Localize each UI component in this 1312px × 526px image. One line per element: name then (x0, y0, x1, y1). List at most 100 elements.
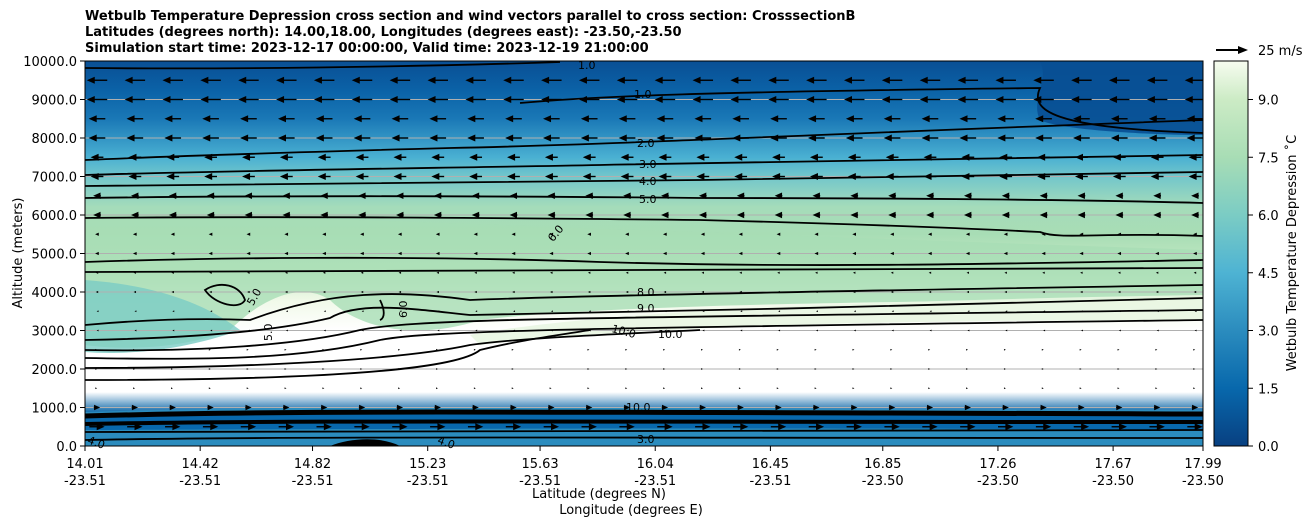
wind-vector-head (661, 404, 669, 411)
wind-vector-head (95, 251, 99, 256)
wind-vector-head (664, 329, 667, 332)
wind-vector-head (389, 76, 398, 84)
wind-vector-head (1150, 153, 1159, 161)
wind-vector-head (578, 96, 587, 103)
wind-vector-head (999, 153, 1008, 161)
contour-label: 1.0 (578, 59, 596, 72)
wind-vector-head (398, 290, 402, 294)
wind-vector-head (96, 423, 105, 431)
wind-vector-head (929, 310, 932, 313)
wind-vector-head (322, 271, 326, 274)
wind-vector-head (885, 153, 894, 161)
wind-vector-head (587, 348, 590, 351)
y-tick-label: 1000.0 (32, 402, 78, 417)
wind-vector-head (587, 387, 590, 390)
x-tick-label-lat: 14.01 (66, 457, 103, 472)
contour-label: 10.0 (626, 401, 651, 414)
x-tick-label-lat: 16.04 (637, 457, 674, 472)
wind-vector-head (358, 192, 366, 199)
wind-vector-head (1073, 115, 1082, 123)
wind-vector-head (814, 368, 817, 370)
wind-vector-head (654, 96, 663, 103)
contour-label: 4.0 (639, 175, 657, 188)
wind-vector-head (1041, 348, 1044, 351)
wind-vector-head (208, 368, 211, 370)
contour-label: 6.0 (397, 301, 410, 319)
x-tick-label-lon: -23.51 (292, 474, 334, 489)
wind-vector-head (928, 348, 931, 351)
wind-vector-head (1191, 211, 1199, 219)
wind-vector-head (616, 96, 625, 103)
wind-vector-head (1184, 76, 1193, 84)
wind-vector-head (656, 134, 665, 142)
wind-vector-head (315, 134, 324, 142)
wind-vector-head (285, 290, 288, 294)
wind-vector-head (815, 290, 818, 294)
wind-vector-head (928, 232, 932, 236)
wind-vector-head (890, 232, 894, 236)
wind-vector-head (551, 423, 560, 431)
x-tick-label-lon: -23.51 (634, 474, 676, 489)
wind-vector-head (625, 387, 628, 390)
wind-vector-head (1156, 423, 1165, 431)
wind-vector-head (437, 310, 440, 313)
wind-vector-head (166, 173, 175, 180)
wind-vector-head (475, 423, 484, 431)
wind-vector-head (926, 211, 934, 219)
y-tick-label: 5000.0 (32, 248, 78, 263)
wind-vector-head (1003, 232, 1008, 236)
wind-vector-head (246, 348, 249, 351)
wind-vector-head (550, 271, 553, 274)
wind-vector-head (890, 290, 894, 294)
wind-vector-head (208, 251, 213, 256)
wind-vector-head (133, 387, 136, 390)
wind-vector-head (1155, 290, 1159, 294)
wind-vector-head (279, 173, 288, 180)
wind-vector-head (1194, 329, 1197, 332)
wind-vector-head (965, 251, 970, 256)
wind-vector-head (133, 290, 137, 294)
wind-vector-head (845, 134, 854, 142)
wind-vector-head (170, 348, 173, 351)
wind-vector-head (701, 271, 704, 274)
wind-vector-head (957, 96, 966, 103)
wind-vector-head (134, 310, 137, 313)
wind-vector-head (883, 134, 892, 142)
wind-vector-head (246, 232, 251, 236)
wind-vector-head (588, 329, 591, 332)
wind-vector-head (541, 76, 550, 84)
wind-vector-head (131, 404, 139, 411)
wind-vector-head (1004, 290, 1007, 294)
wind-vector-head (1193, 348, 1196, 351)
wind-vector-head (778, 423, 787, 431)
wind-vector-head (1079, 348, 1082, 351)
wind-vector-head (172, 423, 181, 431)
wind-vector-head (778, 329, 781, 332)
wind-vector-head (95, 387, 98, 390)
wind-vector-head (692, 96, 701, 103)
wind-vector-head (1188, 153, 1197, 161)
wind-vector-head (738, 251, 743, 256)
wind-vector-head (852, 387, 855, 390)
wind-vector-head (1002, 404, 1009, 411)
wind-vector-head (1112, 153, 1121, 161)
x-tick-label-lon: -23.51 (519, 474, 561, 489)
wind-vector-head (96, 310, 99, 313)
wind-vector-head (1043, 423, 1052, 431)
wind-vector-head (626, 329, 629, 332)
x-tick-label-lat: 14.42 (182, 457, 219, 472)
contour-label: 4.0 (86, 434, 107, 452)
wind-vector-head (853, 329, 856, 332)
wind-vector-head (1117, 387, 1120, 390)
wind-vector-head (124, 76, 133, 84)
wind-vector-head (1155, 271, 1159, 274)
wind-vector-head (549, 368, 552, 370)
wind-vector-head (702, 423, 711, 431)
x-tick-label-lat: 17.99 (1184, 457, 1221, 472)
wind-vector-head (701, 290, 704, 294)
wind-vector-head (244, 192, 252, 199)
wind-vector-head (740, 310, 743, 313)
wind-vector-head (813, 404, 820, 411)
wind-vector-head (131, 192, 139, 199)
wind-vector-head (436, 271, 439, 274)
